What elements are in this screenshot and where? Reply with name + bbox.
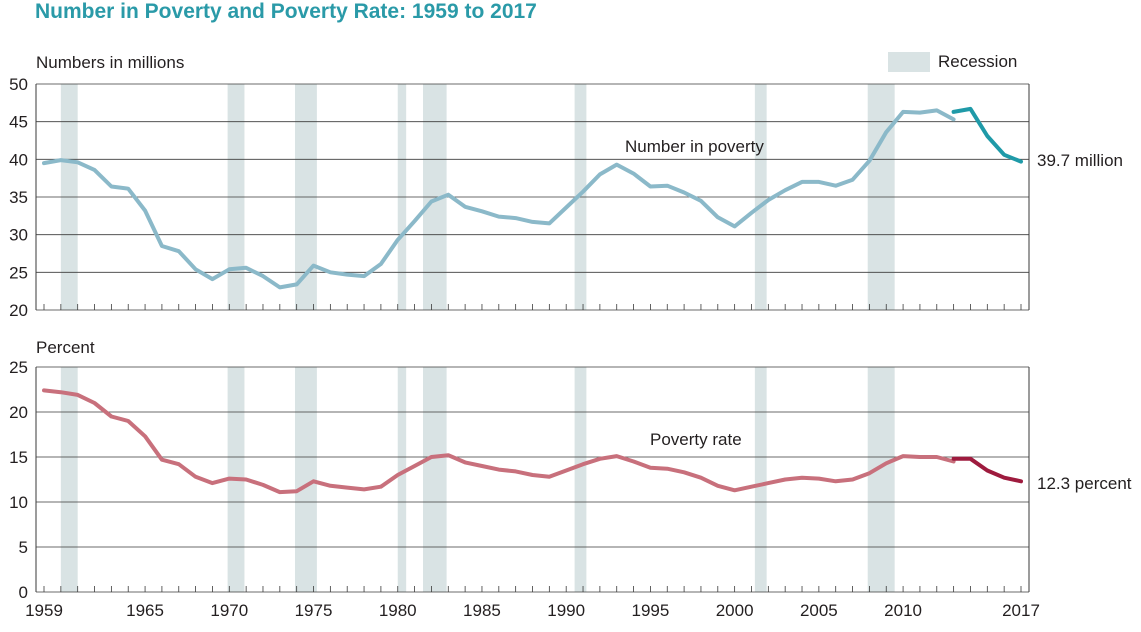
y-tick-label: 20 — [9, 301, 28, 320]
y-tick-label: 15 — [9, 448, 28, 467]
y-tick-label: 50 — [9, 75, 28, 94]
recession-band — [574, 367, 587, 592]
x-tick-label: 1975 — [295, 601, 333, 620]
series-annotation: Number in poverty — [625, 137, 764, 156]
x-tick-label: 1965 — [126, 601, 164, 620]
legend-swatch — [888, 52, 930, 72]
y-axis-label: Numbers in millions — [36, 53, 184, 72]
chart-title: Number in Poverty and Poverty Rate: 1959… — [35, 0, 537, 23]
recession-band — [867, 367, 895, 592]
panel-2: 0 5 10 15 20 25 Percent Poverty rate 12.3 percen… — [9, 338, 1132, 602]
y-tick-label: 40 — [9, 150, 28, 169]
x-tick-label: 1990 — [547, 601, 585, 620]
end-value-label: 12.3 percent — [1037, 474, 1132, 493]
x-tick-label: 2010 — [884, 601, 922, 620]
x-tick-label: 2000 — [716, 601, 754, 620]
recession-band — [60, 367, 78, 592]
y-tick-label: 30 — [9, 226, 28, 245]
end-value-label: 39.7 million — [1037, 151, 1123, 170]
y-tick-label: 35 — [9, 188, 28, 207]
y-tick-label: 20 — [9, 403, 28, 422]
series-annotation: Poverty rate — [650, 430, 742, 449]
recession-band — [423, 367, 447, 592]
recession-band — [397, 367, 407, 592]
y-tick-label: 45 — [9, 113, 28, 132]
x-tick-label: 1985 — [463, 601, 501, 620]
y-tick-label: 10 — [9, 493, 28, 512]
series-line-1 — [42, 388, 956, 495]
x-tick-label: 1970 — [210, 601, 248, 620]
legend-label: Recession — [938, 52, 1017, 71]
x-tick-label: 2017 — [1002, 601, 1040, 620]
recession-band — [754, 367, 767, 592]
y-tick-label: 5 — [19, 538, 28, 557]
series-line-1 — [42, 108, 956, 290]
panel-1: 20 25 30 35 40 45 50 Numbers in millions Number … — [9, 53, 1123, 320]
x-tick-label: 2005 — [800, 601, 838, 620]
series-line-2 — [951, 456, 1023, 484]
y-tick-label: 0 — [19, 583, 28, 602]
y-tick-label: 25 — [9, 263, 28, 282]
series-line-2 — [951, 106, 1023, 164]
x-tick-label: 1959 — [25, 601, 63, 620]
y-tick-label: 25 — [9, 358, 28, 377]
x-tick-label: 1995 — [631, 601, 669, 620]
recession-band — [294, 367, 317, 592]
x-tick-label: 1980 — [379, 601, 417, 620]
y-axis-label: Percent — [36, 338, 95, 357]
